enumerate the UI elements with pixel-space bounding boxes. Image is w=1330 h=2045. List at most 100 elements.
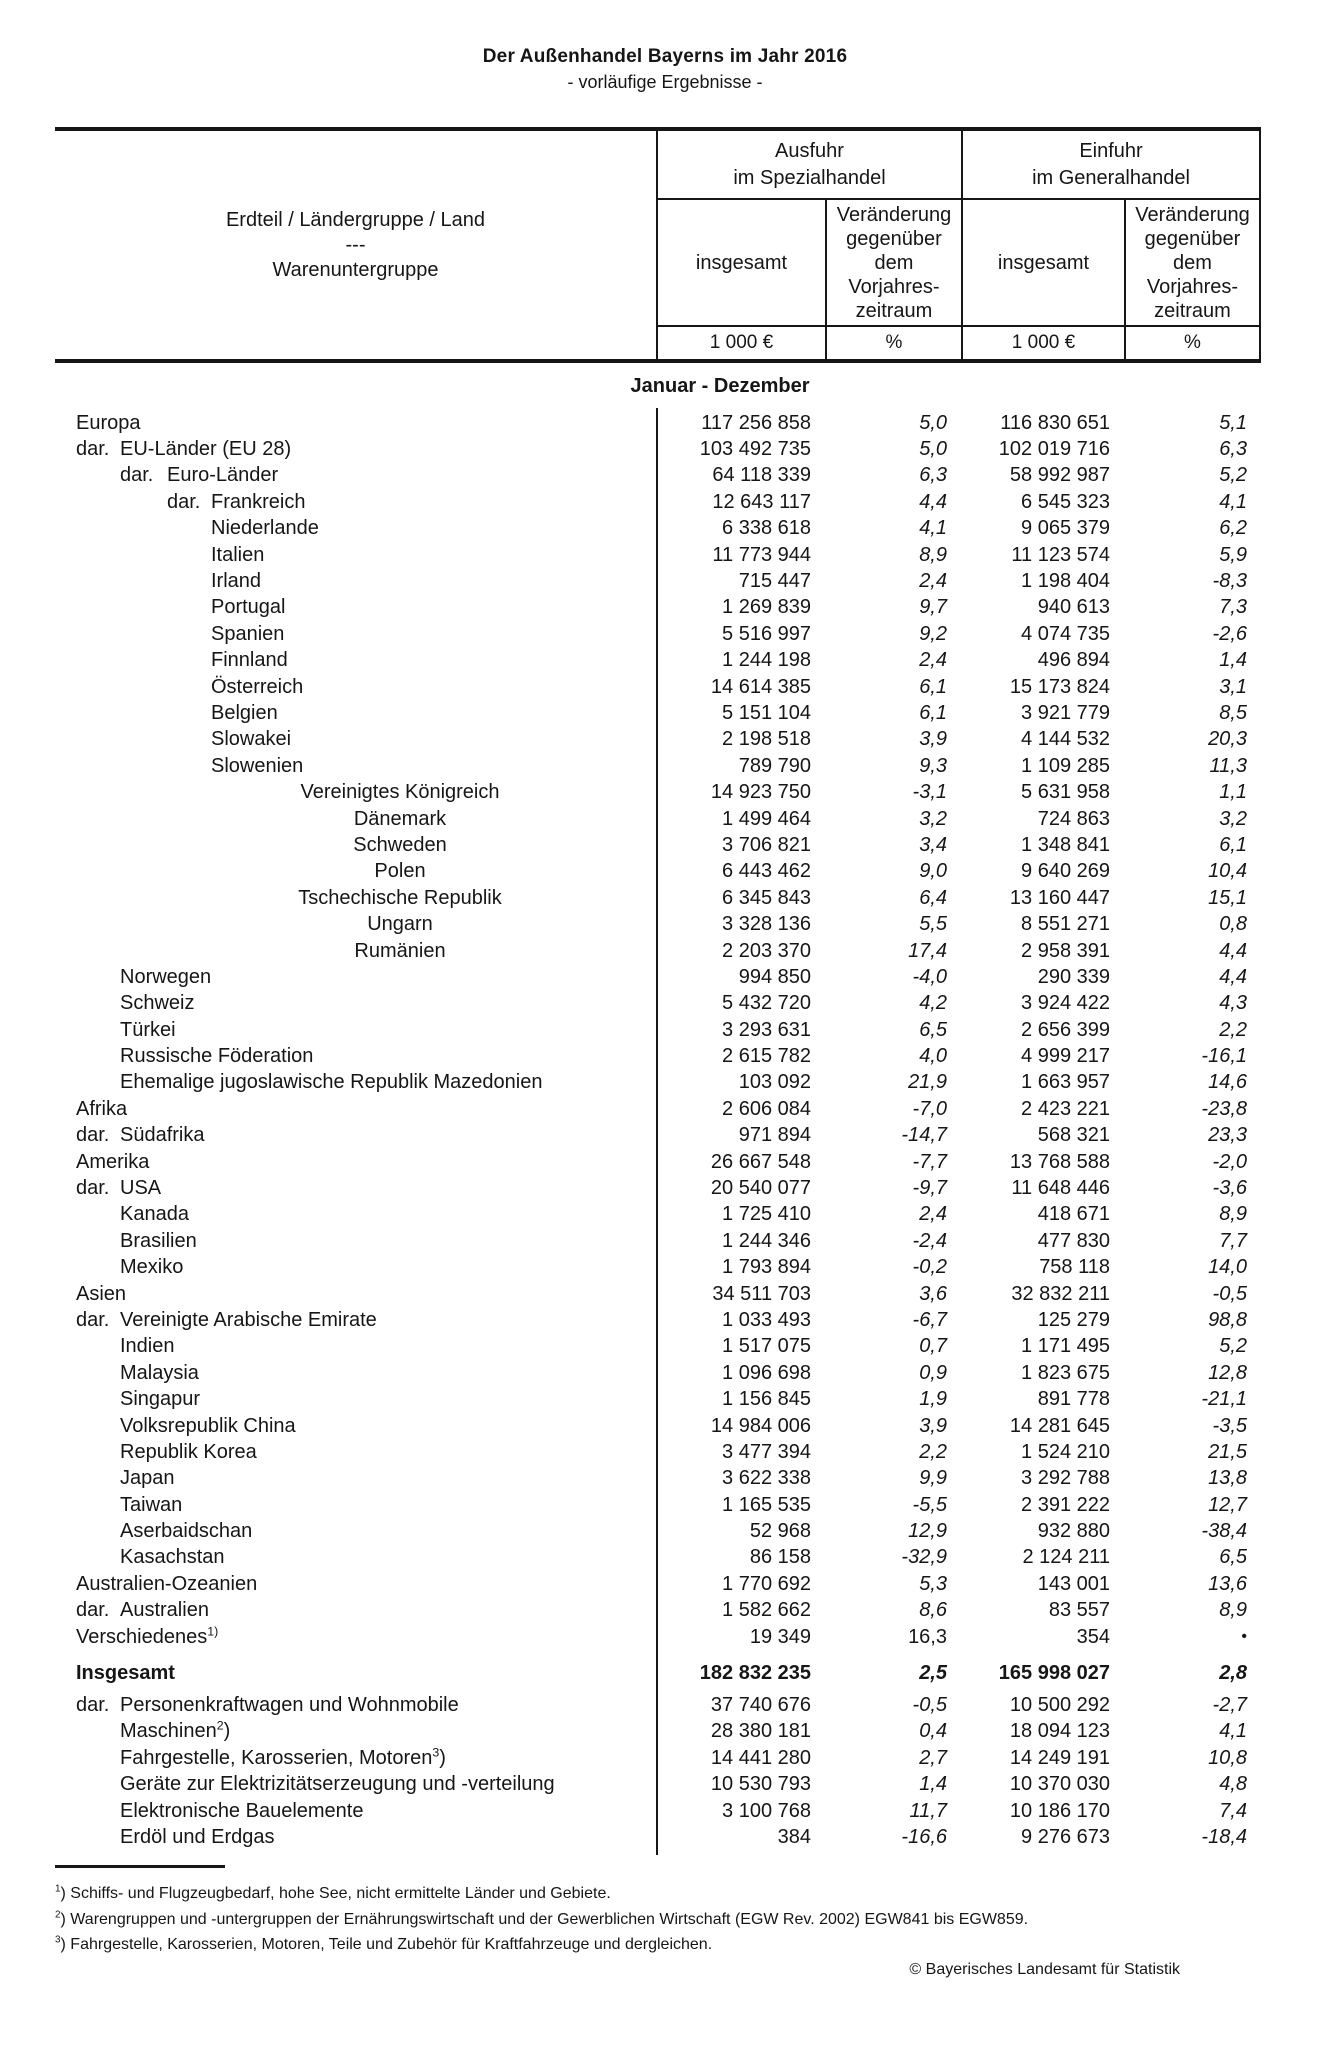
einfuhr-value-cell: 2 423 221 [1021, 1097, 1110, 1120]
darunter-prefix: dar. [167, 490, 201, 513]
row-label: Finnland [211, 649, 288, 672]
darunter-prefix: dar. [120, 464, 154, 487]
einfuhr-value-cell: 1 663 957 [1021, 1071, 1110, 1094]
einfuhr-change-cell: 14,6 [1208, 1071, 1247, 1094]
einfuhr-value-cell: 2 391 222 [1021, 1493, 1110, 1516]
column-header-einfuhr-total: insgesamt [961, 200, 1124, 327]
einfuhr-value-cell: 1 823 675 [1021, 1361, 1110, 1384]
table-row: Maschinen2) 28 380 181 0,4 18 094 123 4,1 [55, 1719, 1261, 1745]
row-label: Italien [211, 543, 265, 566]
row-label: Europa [76, 411, 141, 434]
unit-label-einfuhr-value: 1 000 € [961, 327, 1124, 359]
einfuhr-value-cell: 5 631 958 [1021, 781, 1110, 804]
einfuhr-change-cell: -2,7 [1212, 1694, 1247, 1717]
table-row: Kasachstan 86 158 -32,9 2 124 211 6,5 [55, 1545, 1261, 1571]
row-label: Elektronische Bauelemente [120, 1799, 364, 1822]
row-label: Amerika [76, 1150, 150, 1173]
table-row: dar. Euro-Länder 64 118 339 6,3 58 992 987 5,… [55, 463, 1261, 489]
ausfuhr-change-cell: 2,5 [919, 1661, 947, 1684]
einfuhr-value-cell: 10 186 170 [1009, 1799, 1110, 1822]
einfuhr-value-cell: 290 339 [1037, 965, 1110, 988]
einfuhr-change-cell: 6,5 [1219, 1546, 1247, 1569]
einfuhr-change-cell: -23,8 [1201, 1097, 1247, 1120]
einfuhr-change-cell: -8,3 [1212, 570, 1247, 593]
footnote-marker: 3 [432, 1745, 440, 1760]
ausfuhr-change-cell: 5,3 [919, 1572, 947, 1595]
einfuhr-change-cell: -0,5 [1212, 1282, 1247, 1305]
einfuhr-change-cell: 4,8 [1219, 1773, 1247, 1796]
einfuhr-value-cell: 13 768 588 [1009, 1150, 1110, 1173]
einfuhr-value-cell: 32 832 211 [1011, 1282, 1110, 1305]
row-label: Republik Korea [120, 1440, 257, 1463]
einfuhr-change-cell: 23,3 [1208, 1124, 1247, 1147]
table-row: dar. Personenkraftwagen und Wohnmobile 37 … [55, 1692, 1261, 1718]
ausfuhr-value-cell: 789 790 [738, 754, 811, 777]
einfuhr-change-cell: 14,0 [1208, 1256, 1247, 1279]
einfuhr-change-cell: 0,8 [1219, 913, 1247, 936]
row-label: Verschiedenes1) [76, 1624, 219, 1648]
ausfuhr-value-cell: 384 [777, 1826, 811, 1848]
row-label: Afrika [76, 1097, 128, 1120]
ausfuhr-change-cell: 3,2 [919, 807, 947, 830]
einfuhr-change-cell: 7,4 [1219, 1799, 1247, 1822]
ausfuhr-change-cell: 16,3 [908, 1625, 947, 1648]
table-row: Slowakei 2 198 518 3,9 4 144 532 20,3 [55, 727, 1261, 753]
table-row: dar. Australien 1 582 662 8,6 83 557 8,9 [55, 1598, 1261, 1624]
row-label: Schweden [353, 833, 447, 856]
einfuhr-change-cell: 6,1 [1219, 833, 1247, 856]
table-row: Singapur 1 156 845 1,9 891 778 -21,1 [55, 1386, 1261, 1412]
table-row: Erdöl und Erdgas 384 -16,6 9 276 673 -18,4 [55, 1824, 1261, 1850]
einfuhr-change-cell: 4,4 [1219, 965, 1247, 988]
ausfuhr-change-cell: 2,4 [919, 570, 947, 593]
ausfuhr-value-cell: 1 165 535 [722, 1493, 811, 1516]
ausfuhr-change-cell: -4,0 [912, 965, 947, 988]
einfuhr-change-cell: 15,1 [1208, 886, 1247, 909]
ausfuhr-change-cell: -32,9 [901, 1546, 947, 1569]
einfuhr-value-cell: 6 545 323 [1021, 490, 1110, 513]
einfuhr-value-cell: 102 019 716 [998, 438, 1110, 461]
ausfuhr-value-cell: 6 443 462 [722, 860, 811, 883]
row-label: Erdöl und Erdgas [120, 1826, 275, 1848]
table-row: Malaysia 1 096 698 0,9 1 823 675 12,8 [55, 1360, 1261, 1386]
row-label: dar. EU-Länder (EU 28) [76, 438, 292, 461]
ausfuhr-value-cell: 14 441 280 [710, 1746, 811, 1769]
column-header-region: Erdteil / Ländergruppe / Land --- Warenu… [225, 208, 486, 281]
ausfuhr-change-cell: 6,4 [919, 886, 947, 909]
ausfuhr-value-cell: 1 793 894 [722, 1256, 811, 1279]
row-label: Slowenien [211, 754, 304, 777]
row-label: dar. Vereinigte Arabische Emirate [76, 1308, 377, 1331]
table-row: Portugal 1 269 839 9,7 940 613 7,3 [55, 595, 1261, 621]
ausfuhr-change-cell: 0,7 [919, 1335, 947, 1358]
einfuhr-value-cell: 940 613 [1037, 596, 1110, 619]
einfuhr-value-cell: 891 778 [1037, 1388, 1110, 1411]
einfuhr-value-cell: 4 074 735 [1021, 622, 1110, 645]
einfuhr-change-cell: 12,8 [1208, 1361, 1247, 1384]
ausfuhr-value-cell: 3 100 768 [722, 1799, 811, 1822]
ausfuhr-value-cell: 103 492 735 [699, 438, 811, 461]
darunter-prefix: dar. [76, 438, 110, 461]
row-label: Österreich [211, 675, 304, 698]
row-label: Rumänien [354, 939, 446, 962]
ausfuhr-change-cell: 9,7 [919, 596, 947, 619]
ausfuhr-change-cell: 21,9 [908, 1071, 947, 1094]
einfuhr-value-cell: 15 173 824 [1009, 675, 1110, 698]
row-label: Schweiz [120, 992, 195, 1015]
ausfuhr-value-cell: 2 198 518 [722, 728, 811, 751]
table-row: Kanada 1 725 410 2,4 418 671 8,9 [55, 1202, 1261, 1228]
einfuhr-change-cell: 7,7 [1219, 1229, 1247, 1252]
einfuhr-change-cell: 4,1 [1219, 490, 1247, 513]
table-row: dar. Südafrika 971 894 -14,7 568 321 23,3 [55, 1123, 1261, 1149]
footnotes: 1) Schiffs- und Flugzeugbedarf, hohe See… [55, 1883, 1261, 1955]
row-label: Insgesamt [76, 1661, 175, 1684]
column-header-einfuhr-change: Veränderung gegenüber dem Vorjahres- zei… [1124, 200, 1261, 327]
einfuhr-value-cell: 758 118 [1039, 1256, 1110, 1279]
einfuhr-change-cell: 1,1 [1219, 781, 1247, 804]
ausfuhr-change-cell: 3,9 [919, 728, 947, 751]
ausfuhr-value-cell: 10 530 793 [710, 1773, 811, 1796]
ausfuhr-value-cell: 19 349 [749, 1625, 811, 1648]
table-row: Verschiedenes1) 19 349 16,3 354 • [55, 1624, 1261, 1650]
ausfuhr-change-cell: 9,0 [919, 860, 947, 883]
table-row: Mexiko 1 793 894 -0,2 758 118 14,0 [55, 1255, 1261, 1281]
ausfuhr-value-cell: 1 770 692 [722, 1572, 811, 1595]
